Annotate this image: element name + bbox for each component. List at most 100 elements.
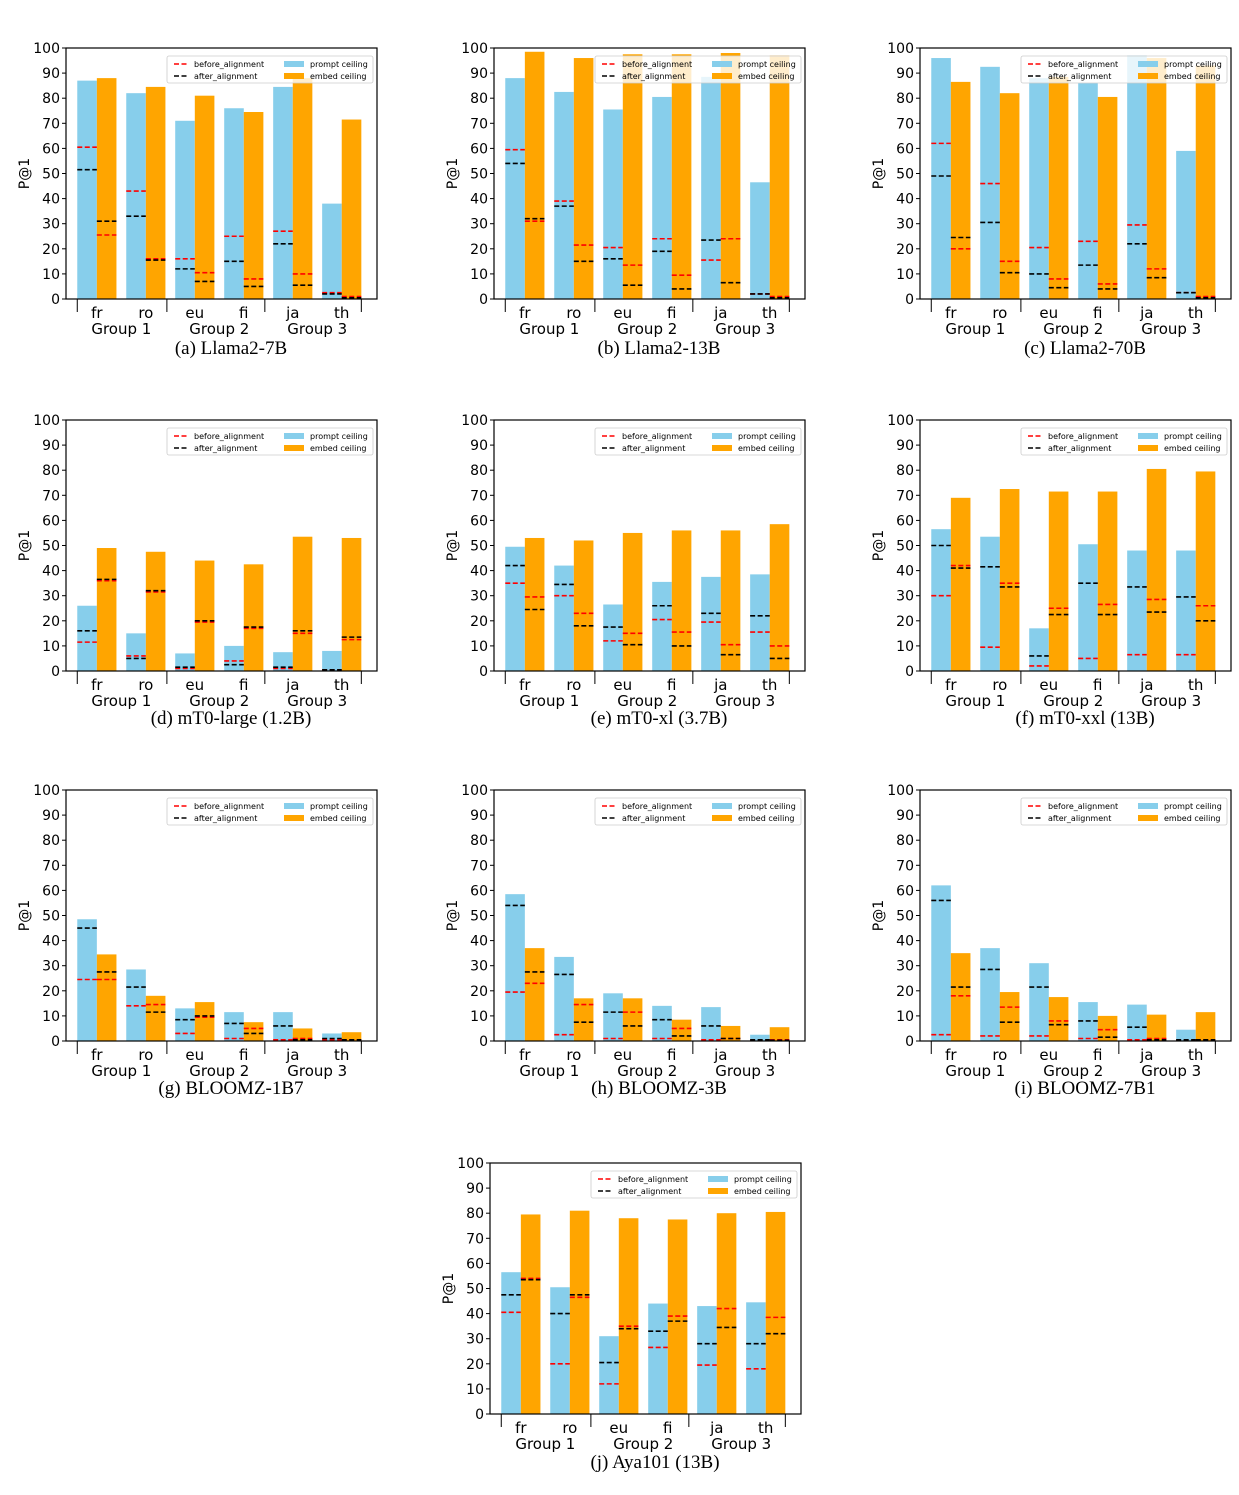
prompt-ceiling-bar-ja xyxy=(701,76,721,299)
x-tick-label-ro: ro xyxy=(566,676,581,694)
subplot-b: 0 10 20 30 40 50 60 70 80 90 100 P@1 fr ro eu fi ja th Gro… xyxy=(439,40,829,340)
x-tick-label-fi: fi xyxy=(663,1419,672,1437)
x-tick-label-eu: eu xyxy=(185,676,204,694)
y-tick-label: 40 xyxy=(896,192,914,208)
embed-ceiling-bar-ja xyxy=(1146,58,1167,299)
x-tick-label-fr: fr xyxy=(519,1046,531,1064)
y-tick-label: 80 xyxy=(470,833,488,849)
x-tick-label-ro: ro xyxy=(562,1419,577,1437)
embed-ceiling-bar-th xyxy=(769,524,790,671)
legend-prompt-swatch xyxy=(284,61,304,67)
subplot-d: 0 10 20 30 40 50 60 70 80 90 100 P@1 fr ro eu fi ja th Gro… xyxy=(11,412,401,712)
y-tick-label: 20 xyxy=(470,614,488,630)
embed-ceiling-bar-fr xyxy=(950,497,971,671)
y-tick-label: 30 xyxy=(896,217,914,233)
x-tick-label-eu: eu xyxy=(1039,1046,1058,1064)
y-tick-label: 80 xyxy=(470,91,488,107)
legend-embed-swatch xyxy=(1138,445,1158,451)
y-tick-label: 10 xyxy=(42,267,60,283)
y-axis-label: P@1 xyxy=(445,158,461,189)
legend-after-label: after_alignment xyxy=(622,444,685,453)
legend-prompt-label: prompt ceiling xyxy=(734,1175,792,1184)
prompt-ceiling-bar-fr xyxy=(931,529,951,671)
legend-box xyxy=(166,797,374,826)
x-group-label: Group 3 xyxy=(711,1435,771,1453)
embed-ceiling-bar-eu xyxy=(622,532,643,671)
x-tick-label-ro: ro xyxy=(138,1046,153,1064)
embed-ceiling-bar-fr xyxy=(524,948,545,1041)
x-group-label: Group 2 xyxy=(613,1435,673,1453)
prompt-ceiling-bar-eu xyxy=(175,120,195,299)
legend-before-label: before_alignment xyxy=(622,60,692,69)
legend-embed-label: embed ceiling xyxy=(738,814,794,823)
legend-embed-label: embed ceiling xyxy=(310,72,366,81)
embed-ceiling-bar-eu xyxy=(1048,997,1069,1041)
y-tick-label: 90 xyxy=(42,66,60,82)
y-tick-label: 60 xyxy=(42,141,60,157)
legend-prompt-swatch xyxy=(708,1176,728,1182)
embed-ceiling-bar-eu xyxy=(194,1002,215,1041)
y-tick-label: 90 xyxy=(896,66,914,82)
x-tick-label-eu: eu xyxy=(613,1046,632,1064)
prompt-ceiling-bar-th xyxy=(322,203,342,299)
prompt-ceiling-bar-fr xyxy=(77,80,97,299)
prompt-ceiling-bar-fi xyxy=(224,108,244,300)
y-tick-label: 100 xyxy=(33,413,60,429)
embed-ceiling-bar-ro xyxy=(573,998,594,1041)
y-tick-label: 60 xyxy=(470,141,488,157)
embed-ceiling-bar-fi xyxy=(243,1022,264,1041)
embed-ceiling-bar-th xyxy=(769,55,790,299)
legend-box xyxy=(594,55,802,84)
y-tick-label: 0 xyxy=(479,1034,488,1050)
embed-ceiling-bar-ro xyxy=(569,1210,590,1414)
legend-embed-swatch xyxy=(1138,815,1158,821)
legend-prompt-label: prompt ceiling xyxy=(310,802,368,811)
legend-before-label: before_alignment xyxy=(194,432,264,441)
embed-ceiling-bar-eu xyxy=(1048,76,1069,299)
x-tick-label-ja: ja xyxy=(285,1046,299,1064)
legend-before-label: before_alignment xyxy=(622,432,692,441)
prompt-ceiling-bar-th xyxy=(750,1034,770,1041)
prompt-ceiling-bar-ja xyxy=(1127,1004,1147,1041)
y-tick-label: 30 xyxy=(470,959,488,975)
prompt-ceiling-bar-ja xyxy=(1127,55,1147,299)
y-tick-label: 10 xyxy=(470,1009,488,1025)
x-group-label: Group 2 xyxy=(1043,1062,1103,1080)
y-tick-label: 100 xyxy=(887,783,914,799)
y-tick-label: 60 xyxy=(42,883,60,899)
embed-ceiling-bar-fr xyxy=(950,81,971,299)
y-axis-label: P@1 xyxy=(445,530,461,561)
embed-ceiling-bar-th xyxy=(1195,471,1216,671)
subplot-f: 0 10 20 30 40 50 60 70 80 90 100 P@1 fr ro eu fi ja th Gro… xyxy=(865,412,1239,712)
legend-box xyxy=(594,797,802,826)
x-tick-label-ro: ro xyxy=(992,676,1007,694)
embed-ceiling-bar-ja xyxy=(720,1025,741,1041)
embed-ceiling-bar-eu xyxy=(622,54,643,300)
y-tick-label: 10 xyxy=(470,639,488,655)
y-tick-label: 90 xyxy=(470,66,488,82)
legend-embed-swatch xyxy=(1138,73,1158,79)
subplot-a: 0 10 20 30 40 50 60 70 80 90 100 P@1 fr ro eu fi ja th Gro… xyxy=(11,40,401,340)
subplot-caption: (d) mT0-large (1.2B) xyxy=(150,708,312,729)
legend-embed-swatch xyxy=(284,73,304,79)
legend-before-label: before_alignment xyxy=(194,802,264,811)
y-tick-label: 20 xyxy=(42,984,60,1000)
y-tick-label: 90 xyxy=(42,438,60,454)
y-tick-label: 80 xyxy=(896,91,914,107)
embed-ceiling-bar-fr xyxy=(524,51,545,299)
x-tick-label-fr: fr xyxy=(519,676,531,694)
y-tick-label: 60 xyxy=(470,513,488,529)
prompt-ceiling-bar-fr xyxy=(505,546,525,671)
x-tick-label-th: th xyxy=(762,304,777,322)
y-axis-label: P@1 xyxy=(445,900,461,931)
legend-after-label: after_alignment xyxy=(1048,72,1111,81)
x-tick-label-th: th xyxy=(334,304,349,322)
legend-prompt-label: prompt ceiling xyxy=(310,432,368,441)
x-group-label: Group 3 xyxy=(1141,320,1201,338)
embed-ceiling-bar-fi xyxy=(1097,491,1118,671)
legend-box xyxy=(166,427,374,456)
x-tick-label-th: th xyxy=(762,676,777,694)
